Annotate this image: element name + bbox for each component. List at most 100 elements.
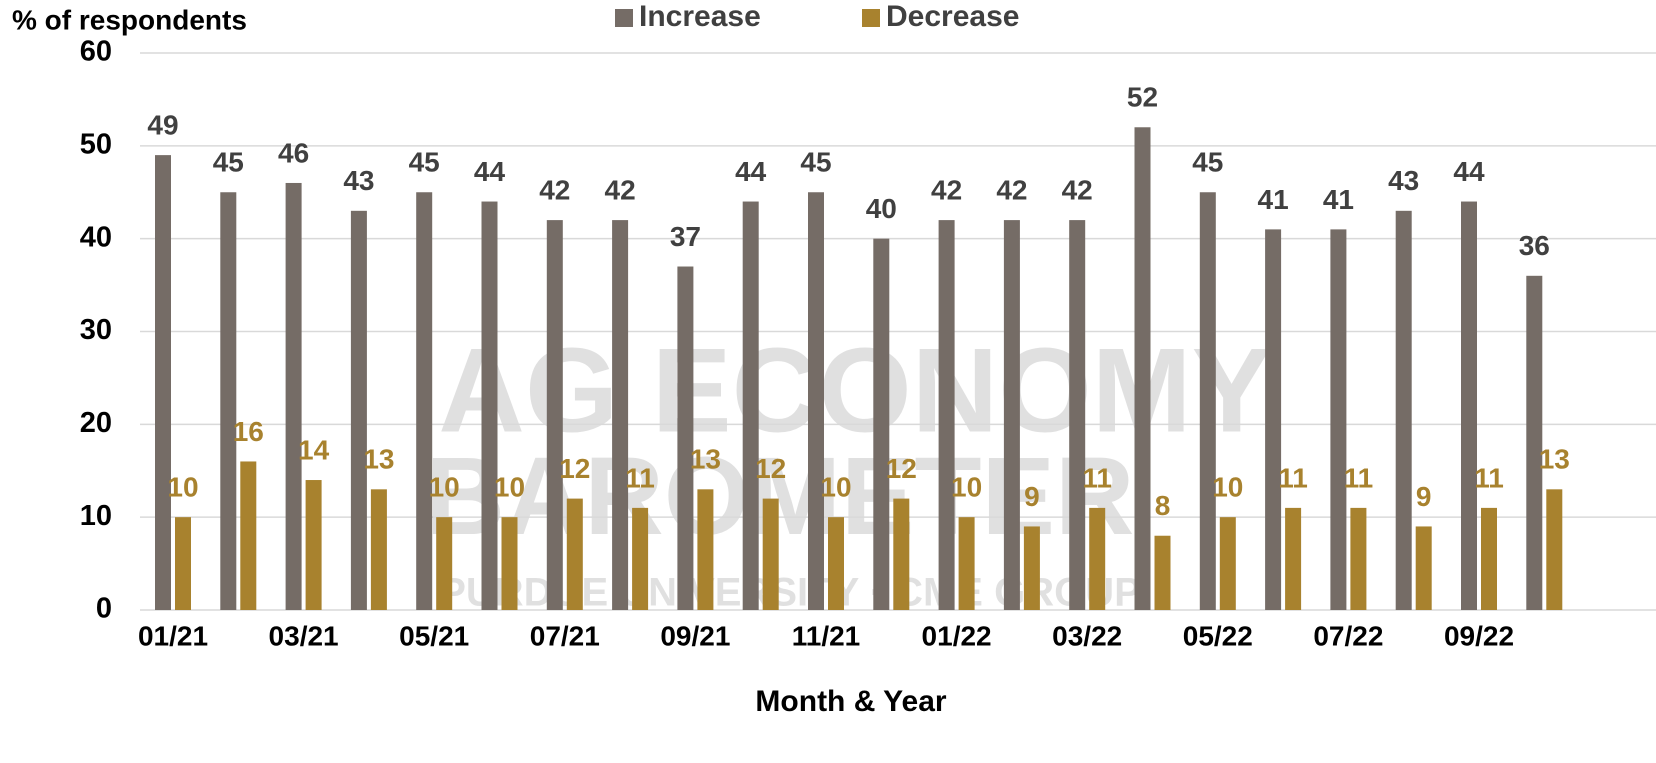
bar bbox=[1219, 517, 1236, 610]
data-label: 40 bbox=[866, 193, 897, 224]
bar bbox=[501, 517, 518, 610]
data-label: 10 bbox=[167, 472, 198, 503]
data-label: 44 bbox=[735, 156, 767, 187]
data-label: 10 bbox=[429, 472, 460, 503]
bar bbox=[1023, 526, 1040, 610]
bar bbox=[285, 182, 302, 610]
x-tick-label: 07/22 bbox=[1313, 620, 1383, 651]
data-label: 10 bbox=[1212, 472, 1243, 503]
legend-swatch bbox=[862, 9, 880, 27]
data-label: 44 bbox=[1453, 156, 1485, 187]
bar bbox=[697, 489, 714, 610]
y-tick-label: 40 bbox=[80, 221, 112, 253]
data-label: 11 bbox=[1474, 462, 1504, 493]
data-label: 44 bbox=[474, 156, 506, 187]
data-label: 11 bbox=[1278, 462, 1308, 493]
data-label: 42 bbox=[1062, 174, 1093, 205]
bar bbox=[1526, 275, 1543, 610]
x-tick-label: 07/21 bbox=[530, 620, 600, 651]
data-label: 43 bbox=[343, 165, 374, 196]
data-label: 10 bbox=[820, 472, 851, 503]
y-tick-label: 0 bbox=[96, 593, 112, 625]
data-label: 11 bbox=[1082, 462, 1112, 493]
y-axis-title: % of respondents bbox=[12, 4, 247, 35]
data-label: 42 bbox=[996, 174, 1027, 205]
bar bbox=[1069, 220, 1086, 610]
data-label: 41 bbox=[1258, 184, 1289, 215]
watermark: AG ECONOMY bbox=[438, 324, 1271, 458]
data-label: 12 bbox=[559, 453, 590, 484]
bar bbox=[1481, 507, 1497, 610]
data-label: 9 bbox=[1416, 481, 1432, 512]
y-tick-label: 50 bbox=[80, 128, 112, 160]
bar bbox=[677, 266, 694, 610]
bar bbox=[828, 517, 844, 610]
data-label: 8 bbox=[1155, 490, 1171, 521]
data-label: 45 bbox=[409, 147, 440, 178]
bar bbox=[612, 220, 629, 610]
data-label: 11 bbox=[1344, 462, 1374, 493]
bar bbox=[1330, 229, 1347, 610]
bar bbox=[220, 192, 237, 610]
bar bbox=[155, 155, 171, 610]
bar bbox=[350, 210, 367, 611]
bar bbox=[1350, 507, 1367, 610]
x-tick-label: 09/22 bbox=[1444, 620, 1514, 651]
x-tick-label: 11/21 bbox=[792, 620, 861, 651]
x-tick-label: 03/21 bbox=[269, 620, 339, 651]
data-label: 16 bbox=[233, 416, 264, 447]
bar bbox=[1265, 229, 1282, 610]
data-label: 10 bbox=[494, 472, 525, 503]
bar bbox=[1003, 220, 1020, 610]
bar bbox=[1089, 507, 1106, 610]
bar bbox=[1154, 535, 1171, 610]
x-tick-label: 01/21 bbox=[138, 620, 208, 651]
x-tick-label: 09/21 bbox=[660, 620, 730, 651]
data-label: 13 bbox=[363, 444, 394, 475]
bar bbox=[873, 238, 890, 610]
data-label: 12 bbox=[886, 453, 917, 484]
bar bbox=[305, 480, 322, 610]
bar bbox=[1395, 210, 1412, 611]
bar bbox=[893, 498, 910, 610]
y-tick-label: 20 bbox=[80, 407, 112, 439]
bar bbox=[632, 507, 649, 610]
data-label: 10 bbox=[951, 472, 982, 503]
data-label: 42 bbox=[931, 174, 962, 205]
y-tick-label: 10 bbox=[80, 500, 112, 532]
bar bbox=[436, 517, 453, 610]
bar bbox=[1134, 127, 1151, 611]
y-tick-label: 30 bbox=[80, 314, 112, 346]
bar bbox=[566, 498, 583, 610]
data-label: 9 bbox=[1024, 481, 1040, 512]
x-tick-label: 05/22 bbox=[1183, 620, 1253, 651]
data-label: 42 bbox=[605, 174, 636, 205]
bar bbox=[175, 517, 191, 610]
data-label: 43 bbox=[1388, 165, 1419, 196]
data-label: 13 bbox=[690, 444, 721, 475]
legend-label: Increase bbox=[639, 0, 761, 33]
data-label: 45 bbox=[800, 147, 831, 178]
x-tick-label: 03/22 bbox=[1052, 620, 1122, 651]
data-label: 46 bbox=[278, 137, 309, 168]
data-label: 42 bbox=[539, 174, 570, 205]
bar bbox=[370, 489, 387, 610]
bar bbox=[958, 517, 975, 610]
data-label: 14 bbox=[298, 434, 330, 465]
y-tick-label: 60 bbox=[80, 36, 112, 68]
bar bbox=[1415, 526, 1432, 610]
bar bbox=[1199, 192, 1216, 610]
data-label: 13 bbox=[1539, 444, 1570, 475]
bar bbox=[808, 192, 824, 610]
data-label: 45 bbox=[1192, 147, 1223, 178]
bar bbox=[742, 201, 759, 611]
legend-label: Decrease bbox=[886, 0, 1019, 33]
data-label: 49 bbox=[147, 110, 178, 141]
bar bbox=[1461, 201, 1477, 611]
data-label: 45 bbox=[213, 147, 244, 178]
data-label: 37 bbox=[670, 221, 701, 252]
bar bbox=[240, 461, 257, 610]
x-tick-label: 05/21 bbox=[399, 620, 469, 651]
x-axis-title: Month & Year bbox=[755, 685, 946, 718]
